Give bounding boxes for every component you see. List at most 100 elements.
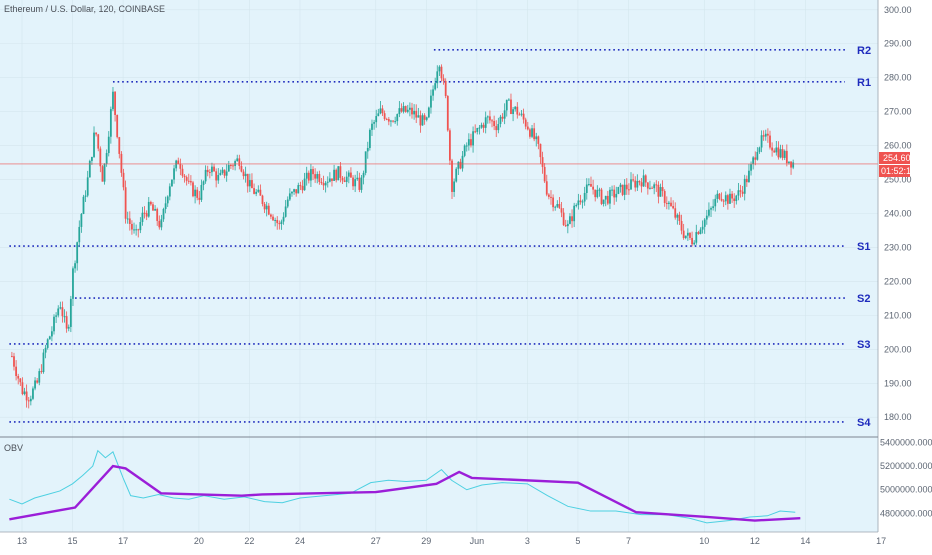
grid [0, 0, 882, 532]
candle-body [788, 161, 790, 164]
candle-body [651, 187, 653, 189]
candle-body [703, 219, 706, 227]
candle-body [480, 124, 483, 128]
candle-body [729, 193, 731, 204]
obv-y-tick-label: 5200000.0000 [880, 461, 932, 471]
candle-body [265, 205, 268, 210]
candle-body [147, 201, 150, 217]
candle-body [766, 133, 769, 136]
candle-body [225, 171, 228, 176]
candle-body [234, 161, 237, 167]
candle-body [459, 161, 462, 169]
x-tick-label: 10 [699, 536, 709, 546]
candle-body [512, 109, 514, 114]
candle-body [38, 371, 41, 383]
candle-body [274, 219, 277, 221]
candle-body [777, 147, 780, 158]
price-tag-countdown: 01:52:12 [881, 166, 916, 176]
candle-body [200, 184, 203, 200]
candle-body [341, 177, 344, 181]
candle-body [600, 189, 603, 204]
candle-body [491, 120, 493, 122]
level-label-r2: R2 [857, 45, 871, 57]
candle-body [171, 179, 173, 187]
candle-body [272, 216, 274, 221]
candle-body [354, 179, 357, 187]
candle-body [577, 200, 580, 206]
x-tick-label: 20 [194, 536, 204, 546]
candle-body [442, 78, 445, 81]
candle-body [84, 195, 87, 197]
candle-body [328, 178, 331, 182]
candle-body [257, 189, 260, 192]
candle-body [558, 204, 561, 209]
candle-body [781, 149, 784, 158]
candle-body [764, 133, 767, 137]
candle-body [653, 184, 656, 189]
candle-body [347, 172, 350, 177]
candle-body [34, 380, 36, 389]
candle-body [695, 232, 698, 243]
y-tick-label: 240.00 [884, 209, 912, 219]
candle-body [712, 206, 715, 209]
candle-body [493, 120, 496, 127]
candle-body [762, 135, 765, 137]
candle-body [280, 221, 283, 225]
candle-body [324, 182, 327, 186]
candle-body [642, 175, 645, 187]
candle-body [211, 166, 213, 173]
candle-body [128, 218, 131, 224]
candle-body [463, 145, 466, 156]
candle-body [32, 388, 34, 399]
candle-body [80, 213, 83, 227]
candle-body [293, 189, 295, 192]
candle-body [489, 116, 491, 121]
candle-body [579, 200, 582, 203]
candle-body [585, 184, 588, 193]
candle-body [383, 113, 386, 119]
candle-body [213, 166, 215, 172]
symbol-header[interactable]: Ethereum / U.S. Dollar, 120, COINBASE [4, 4, 165, 14]
candle-body [661, 187, 664, 192]
indicator-label[interactable]: OBV [4, 443, 23, 453]
candle-body [478, 127, 481, 129]
y-tick-label: 230.00 [884, 242, 912, 252]
candle-body [573, 205, 576, 222]
candle-body [202, 181, 205, 185]
candle-body [583, 192, 586, 202]
y-tick-label: 180.00 [884, 412, 912, 422]
candle-body [430, 95, 432, 108]
candle-body [364, 151, 367, 173]
candle-body [196, 189, 199, 198]
candle-body [674, 208, 677, 218]
candle-body [495, 126, 498, 131]
candle-body [366, 147, 369, 152]
candle-body [726, 195, 729, 204]
candle-body [613, 189, 616, 198]
candle-body [592, 186, 595, 190]
candle-body [560, 208, 563, 213]
candle-body [792, 162, 795, 168]
candle-body [149, 201, 152, 205]
candle-body [352, 177, 354, 187]
candle-body [547, 194, 550, 197]
candle-body [133, 229, 135, 231]
candle-body [103, 163, 106, 182]
y-tick-label: 270.00 [884, 107, 912, 117]
candle-body [672, 206, 675, 209]
candle-body [421, 115, 424, 126]
obv-y-tick-label: 4800000.0000 [880, 508, 932, 518]
candle-body [253, 188, 255, 194]
candle-body [267, 205, 270, 215]
candle-body [745, 178, 748, 183]
candle-body [758, 147, 761, 152]
candle-body [457, 161, 460, 169]
candles [10, 64, 795, 409]
candle-body [152, 204, 154, 211]
candle-body [217, 174, 220, 181]
candle-body [183, 175, 186, 178]
candle-body [259, 189, 262, 196]
candle-body [42, 352, 45, 373]
